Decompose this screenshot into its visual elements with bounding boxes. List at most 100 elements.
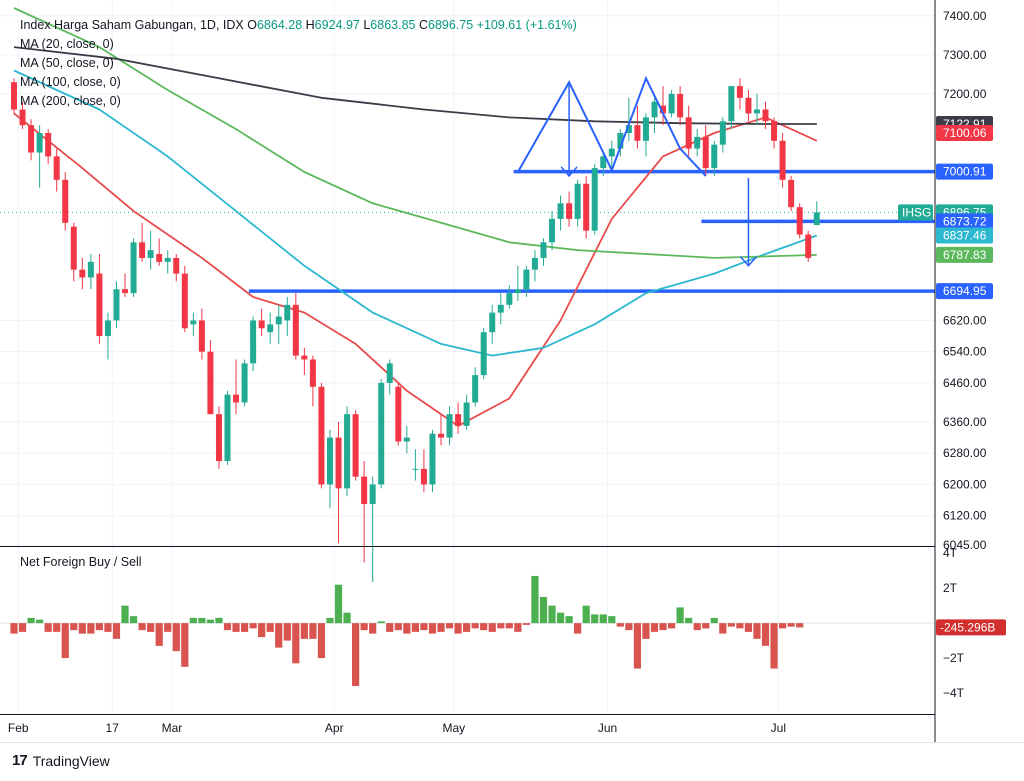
foreign-bar (377, 621, 385, 624)
double-top-pattern[interactable] (517, 75, 758, 267)
legend-ma20[interactable]: MA (20, close, 0) (20, 37, 114, 51)
foreign-bar (761, 623, 770, 646)
candle (275, 304, 282, 344)
candle (719, 117, 726, 153)
candle (642, 113, 649, 157)
foreign-bar (198, 617, 206, 624)
candle-body (566, 203, 573, 219)
candle-body (677, 93, 684, 118)
close-label: C (418, 18, 428, 32)
candle (70, 222, 77, 282)
price-tag-value: 7100.06 (943, 126, 987, 140)
y-tick-label: 6540.00 (943, 345, 987, 359)
candle (301, 347, 308, 376)
candle-body (122, 289, 129, 294)
candle (549, 211, 556, 251)
foreign-bar (223, 623, 232, 631)
candle-body (335, 437, 342, 489)
foreign-bar (181, 623, 189, 667)
x-tick-label: Feb (8, 721, 29, 735)
candle-body (87, 261, 94, 278)
foreign-bar (463, 623, 471, 632)
candle (591, 164, 598, 235)
candle-body (472, 375, 479, 403)
foreign-bar (258, 623, 266, 638)
candle-body (523, 269, 530, 290)
candle-body (378, 382, 385, 485)
pattern-outline[interactable] (517, 75, 707, 177)
candle (139, 222, 146, 262)
candle-body (267, 324, 274, 333)
candle-body (147, 250, 154, 258)
candle-body (455, 414, 462, 426)
candle (335, 421, 342, 544)
close-value: 6896.75 (428, 18, 474, 32)
sub-y-tick-label: 2T (943, 581, 958, 595)
candle-body (70, 226, 77, 270)
candle-body (506, 293, 513, 305)
foreign-bar (27, 617, 35, 624)
foreign-bar (420, 623, 428, 631)
foreign-bar (240, 623, 249, 632)
candle-body (113, 289, 120, 321)
candle-body (233, 394, 240, 403)
price-tags: 7122.917100.067000.916896.75IHSG6873.726… (898, 116, 1006, 636)
candle-body (96, 273, 103, 337)
candle-body (702, 136, 709, 169)
candle-body (292, 304, 299, 356)
low-value: 6863.85 (370, 18, 416, 32)
foreign-bar (283, 623, 291, 641)
candle (762, 101, 769, 130)
target-arrow-head[interactable] (560, 166, 578, 178)
price-tag-box (936, 227, 993, 244)
candle-body (489, 312, 496, 333)
foreign-bar (693, 623, 701, 631)
foreign-panel-title[interactable]: Net Foreign Buy / Sell (20, 555, 142, 569)
candle-body (11, 82, 17, 110)
foreign-bar (676, 607, 684, 624)
candle-body (617, 132, 624, 149)
candle (796, 203, 803, 239)
sub-y-tick-label: 4T (943, 546, 958, 560)
candle (344, 406, 351, 497)
ma-line-2 (13, 69, 818, 357)
candle-body (284, 304, 291, 321)
foreign-bar (129, 616, 138, 624)
y-tick-label: 7200.00 (943, 87, 987, 101)
foreign-bar (779, 623, 787, 629)
candle-body (241, 363, 248, 403)
y-tick-label: 6120.00 (943, 509, 987, 523)
foreign-bar (189, 617, 197, 624)
candle (198, 308, 205, 360)
ma-line-3 (13, 7, 817, 259)
candle (53, 148, 60, 192)
candle (557, 195, 564, 231)
candle-body (549, 218, 556, 243)
foreign-bar (10, 623, 18, 634)
candle-body (813, 212, 820, 226)
footer-brand[interactable]: 17 TradingView (12, 752, 110, 769)
candle-body (591, 168, 598, 231)
candle (429, 429, 436, 493)
candle-body (796, 207, 803, 235)
candle (702, 125, 709, 176)
price-tag-box (936, 163, 993, 180)
foreign-bar (232, 623, 240, 632)
foreign-bar (360, 623, 368, 631)
foreign-bar (548, 605, 556, 624)
target-arrow-head[interactable] (739, 256, 758, 267)
candle-body (164, 257, 171, 262)
candle (309, 355, 316, 407)
foreign-bar (343, 612, 351, 624)
foreign-bar (437, 623, 445, 632)
price-tag-value: 7000.91 (943, 165, 987, 179)
candle (403, 425, 410, 454)
candle-body (634, 125, 641, 141)
candle-body (805, 234, 812, 258)
foreign-bar (471, 623, 479, 629)
legend-ma50[interactable]: MA (50, close, 0) (20, 56, 114, 70)
low-label: L (363, 18, 371, 32)
legend-ma200[interactable]: MA (200, close, 0) (20, 94, 121, 108)
foreign-bar (744, 623, 753, 632)
legend-ma100[interactable]: MA (100, close, 0) (20, 75, 121, 89)
